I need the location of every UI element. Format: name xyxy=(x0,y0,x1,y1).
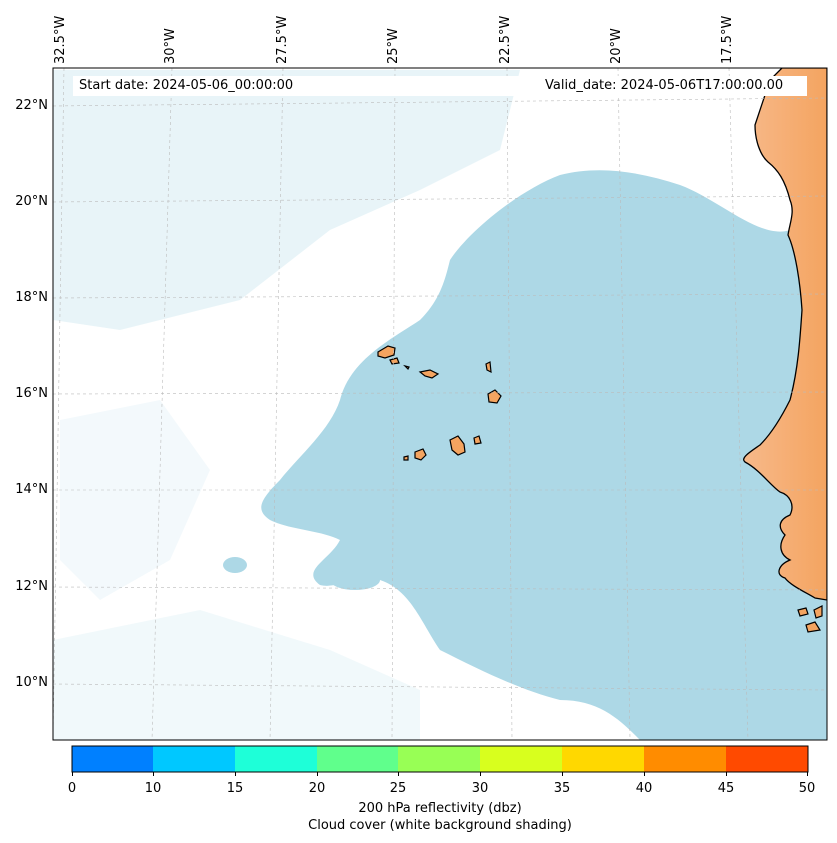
land-islands xyxy=(377,345,823,633)
colorbar-sublabel: Cloud cover (white background shading) xyxy=(308,818,572,833)
lon-label-22-5w: 22.5°W xyxy=(498,15,513,64)
colorbar-tick-15: 15 xyxy=(226,781,244,796)
colorbar-segment-3 xyxy=(235,746,317,772)
colorbar-tick-0: 0 xyxy=(67,781,77,796)
lon-label-27-5w: 27.5°W xyxy=(275,15,290,64)
map-frame xyxy=(52,67,828,741)
colorbar-tick-25: 25 xyxy=(389,781,407,796)
colorbar-tick-40: 40 xyxy=(635,781,653,796)
lon-label-20w: 20°W xyxy=(609,28,624,64)
lat-label-20n: 20°N xyxy=(15,194,48,209)
colorbar-tick-50: 50 xyxy=(798,781,816,796)
lat-label-12n: 12°N xyxy=(15,579,48,594)
colorbar-segment-6 xyxy=(480,746,562,772)
colorbar-segment-5 xyxy=(398,746,480,772)
colorbar-segment-1 xyxy=(72,746,154,772)
colorbar-segment-2 xyxy=(153,746,235,772)
colorbar-tick-45: 45 xyxy=(717,781,735,796)
colorbar-segment-8 xyxy=(644,746,726,772)
colorbar-tick-10: 10 xyxy=(144,781,162,796)
start-date-label: Start date: 2024-05-06_00:00:00 xyxy=(76,78,297,93)
colorbar-label: 200 hPa reflectivity (dbz) xyxy=(358,801,522,816)
lon-label-32-5w: 32.5°W xyxy=(53,15,68,64)
graticule xyxy=(53,68,827,740)
map-panel xyxy=(53,68,827,740)
cloud-cover xyxy=(223,170,827,740)
lon-label-17-5w: 17.5°W xyxy=(720,15,735,64)
lat-label-18n: 18°N xyxy=(15,290,48,305)
colorbar-tick-20: 20 xyxy=(308,781,326,796)
colorbar-frame xyxy=(71,745,809,773)
lat-label-14n: 14°N xyxy=(15,482,48,497)
colorbar-segment-7 xyxy=(562,746,644,772)
land-africa xyxy=(743,68,827,601)
colorbar-tick-35: 35 xyxy=(553,781,571,796)
colorbar-segment-9 xyxy=(726,746,808,772)
lat-label-22n: 22°N xyxy=(15,98,48,113)
colorbar xyxy=(71,745,809,776)
colorbar-segment-4 xyxy=(317,746,399,772)
valid-date-label: Valid_date: 2024-05-06T17:00:00.00 xyxy=(542,78,787,93)
colorbar-tick-30: 30 xyxy=(471,781,489,796)
lat-label-16n: 16°N xyxy=(15,386,48,401)
lat-label-10n: 10°N xyxy=(15,675,48,690)
lon-label-30w: 30°W xyxy=(163,28,178,64)
lon-label-25w: 25°W xyxy=(386,28,401,64)
